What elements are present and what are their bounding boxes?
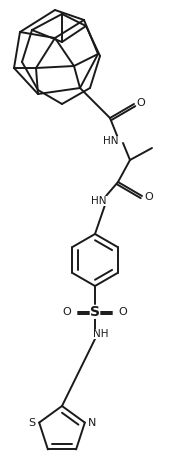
Text: O: O	[63, 307, 71, 317]
Text: S: S	[29, 418, 36, 428]
Text: S: S	[90, 305, 100, 319]
Text: N: N	[88, 418, 96, 428]
Text: NH: NH	[93, 329, 109, 339]
Text: O: O	[119, 307, 127, 317]
Text: O: O	[145, 192, 153, 202]
Text: HN: HN	[103, 136, 119, 146]
Text: HN: HN	[91, 196, 107, 206]
Text: O: O	[137, 98, 145, 108]
